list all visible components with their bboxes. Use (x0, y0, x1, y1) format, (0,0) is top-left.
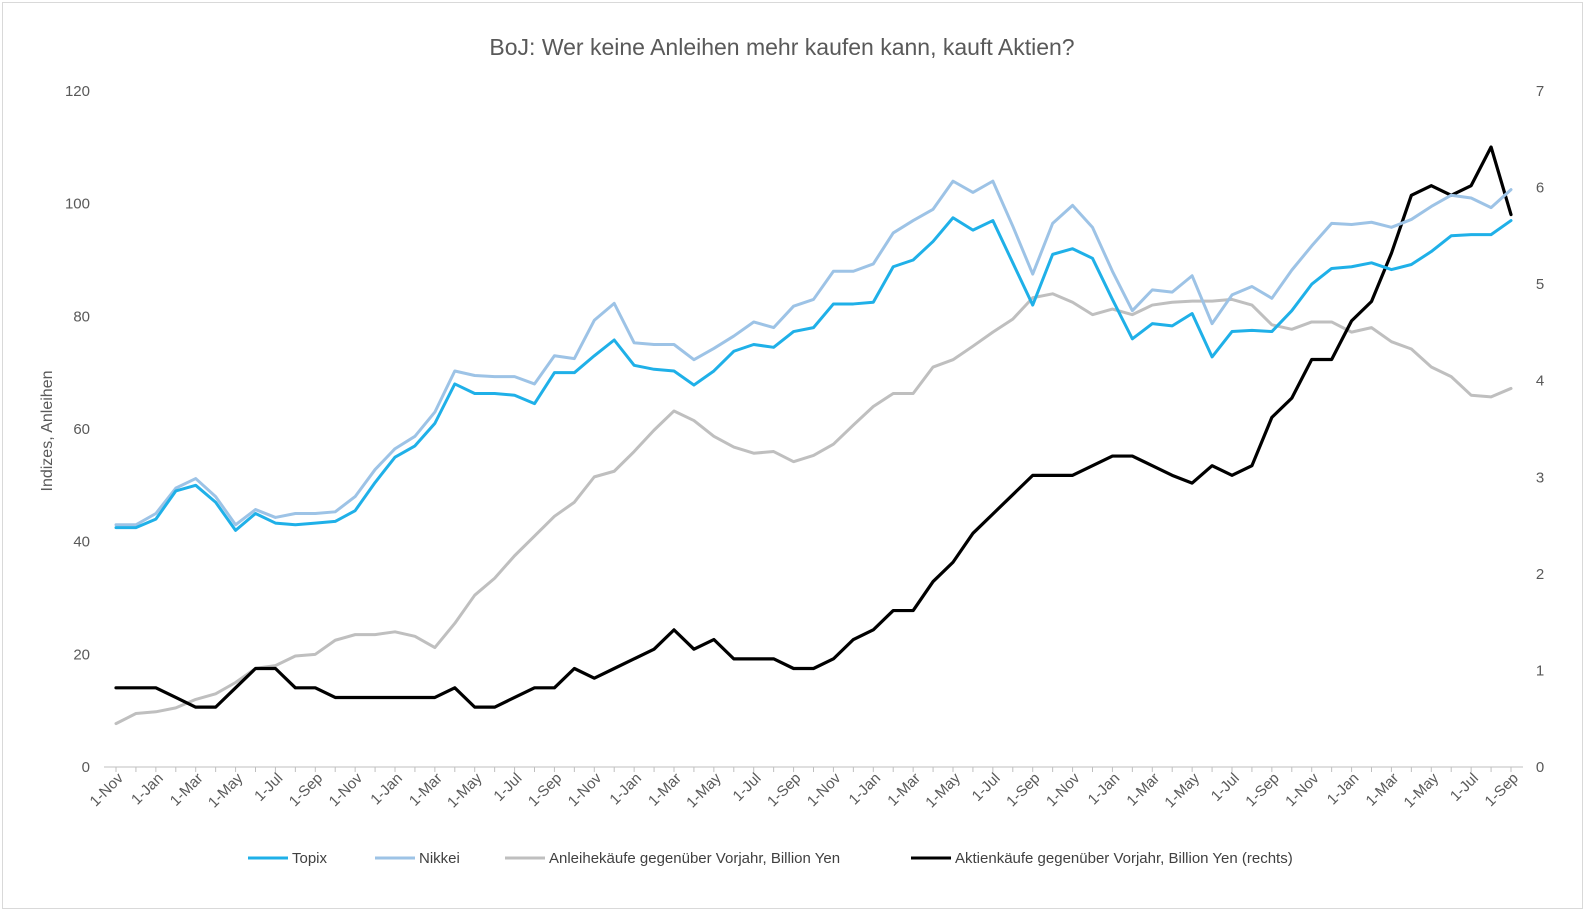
x-tick-label: 1-May (1161, 769, 1203, 811)
series-line-aktien (114, 145, 1513, 709)
y2-tick-label-5: 5 (1536, 276, 1544, 293)
x-tick-label: 1-Sep (525, 770, 565, 810)
series-line-nikkei (114, 179, 1513, 527)
x-tick-label: 1-Sep (764, 770, 804, 810)
y2-tick-label-7: 7 (1536, 83, 1544, 100)
y2-tick-label-2: 2 (1536, 566, 1544, 583)
x-tick-label: 1-May (205, 769, 247, 811)
y2-tick-label-3: 3 (1536, 469, 1544, 486)
x-tick-label: 1-Mar (406, 770, 446, 810)
x-tick-label: 1-Sep (286, 770, 326, 810)
x-tick-label: 1-Jan (846, 770, 885, 809)
x-tick-label: 1-Nov (804, 769, 845, 810)
legend-label-nikkei: Nikkei (419, 850, 460, 867)
y2-tick-label-0: 0 (1536, 759, 1544, 776)
x-tick-label: 1-Jan (606, 770, 645, 809)
legend-label-anleihe: Anleihekäufe gegenüber Vorjahr, Billion … (549, 850, 840, 867)
y2-tick-label-4: 4 (1536, 373, 1544, 390)
series-line-anleihe (114, 292, 1513, 726)
x-tick-label: 1-Jul (1208, 770, 1243, 805)
x-tick-label: 1-May (683, 769, 725, 811)
x-tick-label: 1-Nov (565, 769, 606, 810)
x-tick-label: 1-Jan (128, 770, 167, 809)
x-tick-label: 1-Mar (1123, 770, 1163, 810)
x-tick-label: 1-Mar (884, 770, 924, 810)
x-tick-label: 1-May (922, 769, 964, 811)
line-chart: BoJ: Wer keine Anleihen mehr kaufen kann… (39, 34, 1544, 867)
legend: Topix Nikkei Anleihekäufe gegenüber Vorjah… (248, 850, 1293, 867)
y-tick-label-60: 60 (73, 421, 90, 438)
x-tick-label: 1-Jan (1085, 770, 1124, 809)
x-tick-label: 1-Nov (1043, 769, 1084, 810)
x-tick-label: 1-May (1401, 769, 1443, 811)
series-line-topix (114, 216, 1513, 532)
x-tick-label: 1-Nov (1282, 769, 1323, 810)
x-tick-label: 1-Mar (1363, 770, 1403, 810)
series-lines (114, 145, 1513, 726)
y-tick-label-0: 0 (82, 759, 90, 776)
x-tick-label: 1-Jul (1447, 770, 1482, 805)
y2-tick-label-1: 1 (1536, 662, 1544, 679)
y-tick-label-20: 20 (73, 646, 90, 663)
x-tick-label: 1-Sep (1482, 770, 1522, 810)
legend-label-topix: Topix (292, 850, 328, 867)
x-tick-label: 1-Jul (730, 770, 765, 805)
y-axis-left: 0 20 40 60 80 100 120 (65, 83, 90, 776)
legend-label-aktien: Aktienkäufe gegenüber Vorjahr, Billion Y… (955, 850, 1293, 867)
y-axis-right: 0 1 2 3 4 5 6 7 (1536, 83, 1544, 776)
x-tick-label: 1-Mar (167, 770, 207, 810)
x-tick-label: 1-Sep (1242, 770, 1282, 810)
y-tick-label-80: 80 (73, 308, 90, 325)
x-tick-label: 1-Jul (490, 770, 525, 805)
x-tick-label: 1-Jan (367, 770, 406, 809)
y-tick-label-40: 40 (73, 534, 90, 551)
y-axis-title: Indizes, Anleihen (39, 371, 56, 492)
x-tick-label: 1-Nov (326, 769, 367, 810)
x-tick-label: 1-May (444, 769, 486, 811)
chart-title: BoJ: Wer keine Anleihen mehr kaufen kann… (489, 34, 1074, 60)
y2-tick-label-6: 6 (1536, 180, 1544, 197)
x-tick-label: 1-Jul (969, 770, 1004, 805)
x-tick-label: 1-Nov (87, 769, 128, 810)
x-tick-label: 1-Sep (1003, 770, 1043, 810)
y-tick-label-100: 100 (65, 196, 90, 213)
x-tick-label: 1-Jan (1324, 770, 1363, 809)
x-tick-label: 1-Mar (645, 770, 685, 810)
y-tick-label-120: 120 (65, 83, 90, 100)
x-tick-label: 1-Jul (251, 770, 286, 805)
